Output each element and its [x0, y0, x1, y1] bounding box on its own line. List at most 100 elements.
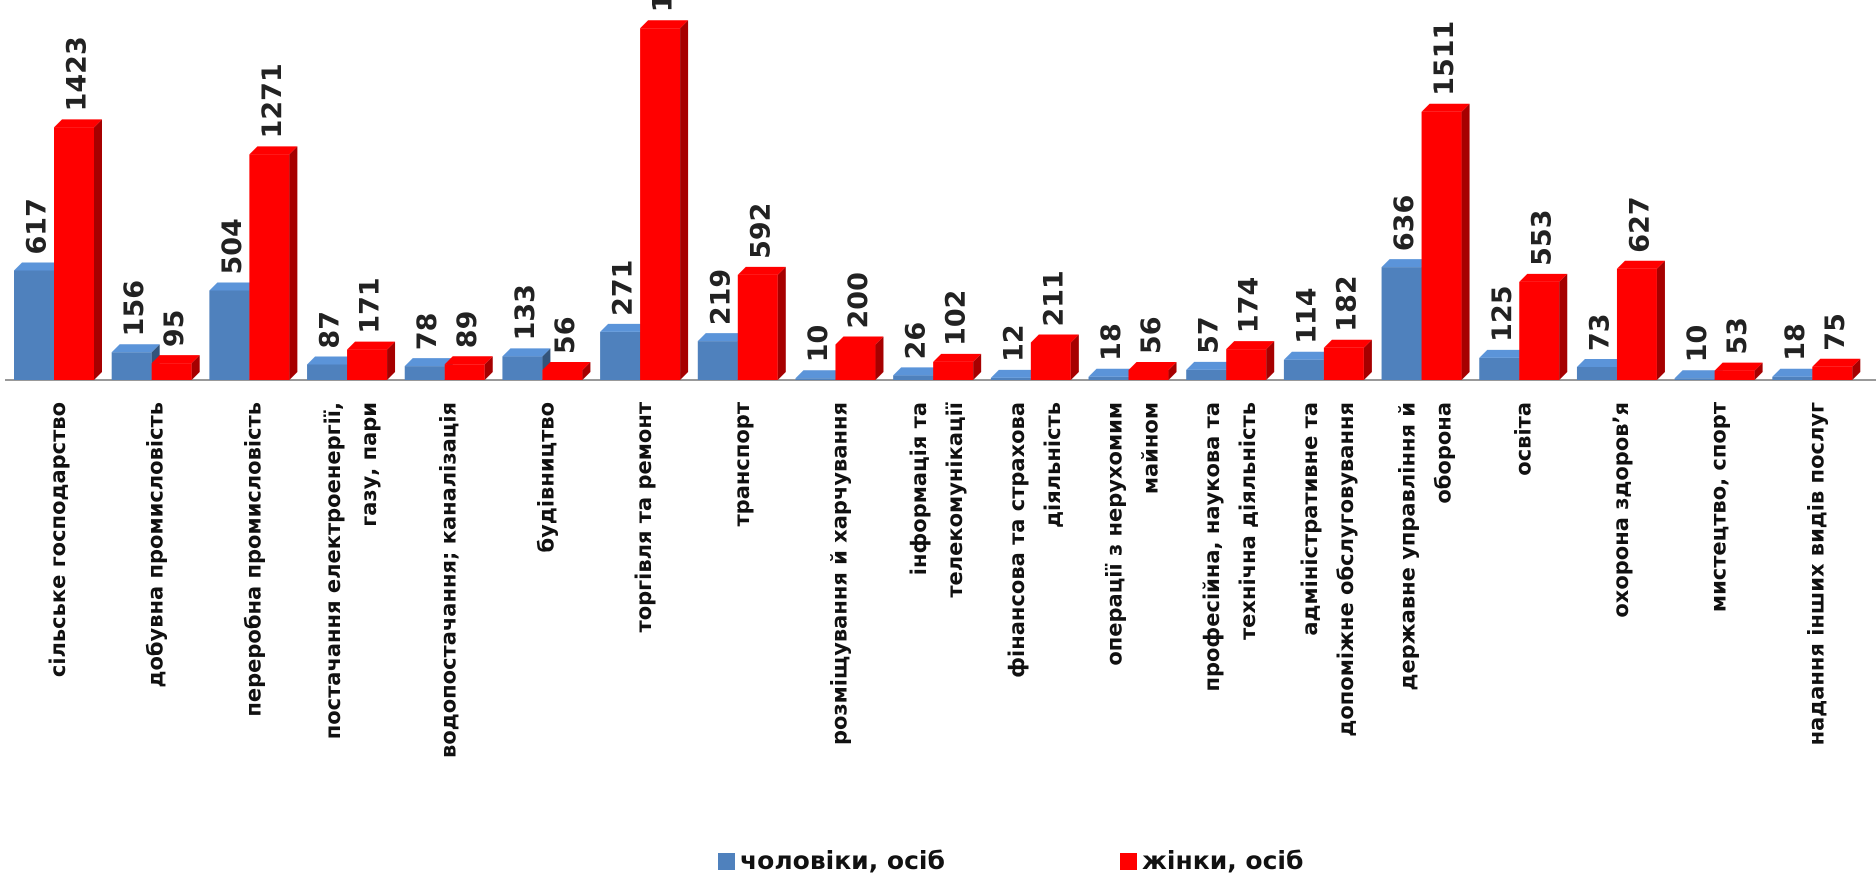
bar-face: [1381, 259, 1430, 268]
x-tick-label: мистецтво, спорт: [1706, 402, 1731, 613]
bar: [1616, 260, 1665, 380]
bar-face: [1128, 370, 1169, 380]
value-label: 627: [1624, 196, 1655, 252]
bar-face: [795, 378, 836, 380]
bar: [835, 336, 884, 380]
bar-face: [1519, 273, 1568, 282]
x-tick-label: інформація та телекомунікації: [907, 402, 968, 598]
bar-face: [444, 364, 485, 380]
bar-face: [973, 353, 982, 380]
bar-face: [697, 341, 738, 380]
bar: [502, 348, 551, 380]
legend-swatch: [1120, 853, 1137, 870]
value-label: 182: [1331, 275, 1362, 331]
bar-face: [1381, 267, 1422, 380]
x-tick-label: переробна промисловість: [241, 402, 266, 717]
value-label: 57: [1194, 316, 1225, 354]
x-tick-label: торгівля та ремонт: [632, 402, 657, 633]
x-tick-label: добувна промисловість: [143, 402, 168, 688]
bar: [1519, 273, 1568, 380]
value-label: 219: [705, 269, 736, 325]
value-label: 102: [941, 290, 972, 346]
bar-face: [54, 127, 94, 380]
bar-face: [737, 266, 786, 275]
bar: [1030, 334, 1079, 380]
bar-face: [1461, 103, 1470, 381]
bar-face: [404, 366, 445, 380]
value-label: 114: [1291, 287, 1322, 343]
value-label: 87: [315, 311, 346, 349]
x-tick-label: надання інших видів послуг: [1804, 402, 1829, 746]
bar-face: [1283, 359, 1324, 380]
value-label: 553: [1527, 209, 1558, 265]
bar-face: [444, 356, 493, 365]
bar-face: [54, 119, 102, 128]
bar-face: [1226, 349, 1267, 380]
bar-face: [542, 370, 583, 380]
bar-face: [697, 333, 746, 342]
bar-face: [1030, 334, 1079, 343]
bar-face: [347, 341, 396, 350]
bar-face: [1421, 111, 1462, 381]
bar-face: [1283, 351, 1332, 360]
bar: [347, 341, 396, 380]
legend-swatch: [718, 853, 735, 870]
value-label: 271: [608, 260, 639, 316]
bar-face: [1030, 342, 1071, 380]
bar-face: [990, 377, 1031, 380]
x-tick-label: постачання електроенергії, газу, пари: [321, 402, 382, 740]
value-label: 171: [355, 277, 386, 333]
bar-face: [600, 323, 649, 332]
value-label: 1511: [1429, 21, 1460, 96]
value-label: 75: [1820, 313, 1851, 351]
bar-face: [111, 352, 152, 380]
bar: [1226, 341, 1275, 380]
value-label: 592: [745, 203, 776, 259]
bar-face: [502, 348, 551, 357]
bar-face: [1323, 339, 1372, 348]
bar-face: [542, 362, 591, 371]
bar-face: [680, 20, 689, 380]
value-label: 26: [901, 322, 932, 360]
bar: [307, 356, 356, 380]
value-label: 1423: [62, 36, 93, 111]
bar-face: [1479, 349, 1528, 358]
bar-face: [933, 361, 974, 380]
bar-face: [502, 356, 543, 380]
bar-face: [640, 28, 681, 380]
x-tick-label: охорона здоров’я: [1608, 402, 1633, 618]
bar-face: [191, 355, 200, 380]
bar: [151, 355, 200, 380]
bar: [249, 146, 298, 380]
bar: [1323, 339, 1372, 380]
value-label: 125: [1487, 285, 1518, 341]
bar-face: [1088, 376, 1129, 380]
value-label: 10: [803, 325, 834, 363]
value-label: 18: [1096, 323, 1127, 361]
bar: [444, 356, 493, 380]
value-label: 95: [159, 310, 190, 348]
bar-face: [249, 146, 298, 155]
value-label: 504: [217, 218, 248, 274]
value-label: 10: [1682, 325, 1713, 363]
bar-face: [1576, 359, 1625, 368]
bar-face: [209, 290, 250, 380]
bar-face: [1674, 370, 1723, 379]
value-label: 133: [510, 284, 541, 340]
x-tick-label: транспорт: [729, 402, 754, 527]
bar-face: [404, 358, 453, 367]
bar-face: [1226, 341, 1275, 350]
bar-face: [289, 146, 298, 380]
bar-face: [1852, 358, 1861, 380]
bar-face: [1266, 341, 1275, 380]
bar-face: [1070, 334, 1079, 380]
bar-face: [1772, 368, 1821, 377]
bar-face: [1421, 103, 1470, 112]
x-tick-label: адміністративне та допоміжне обслуговува…: [1297, 402, 1358, 737]
bar-face: [1576, 367, 1617, 380]
bar-face: [1186, 369, 1227, 380]
bar-face: [347, 349, 388, 380]
x-tick-label: державне управління й оборона: [1395, 402, 1456, 691]
bar-face: [600, 331, 641, 380]
